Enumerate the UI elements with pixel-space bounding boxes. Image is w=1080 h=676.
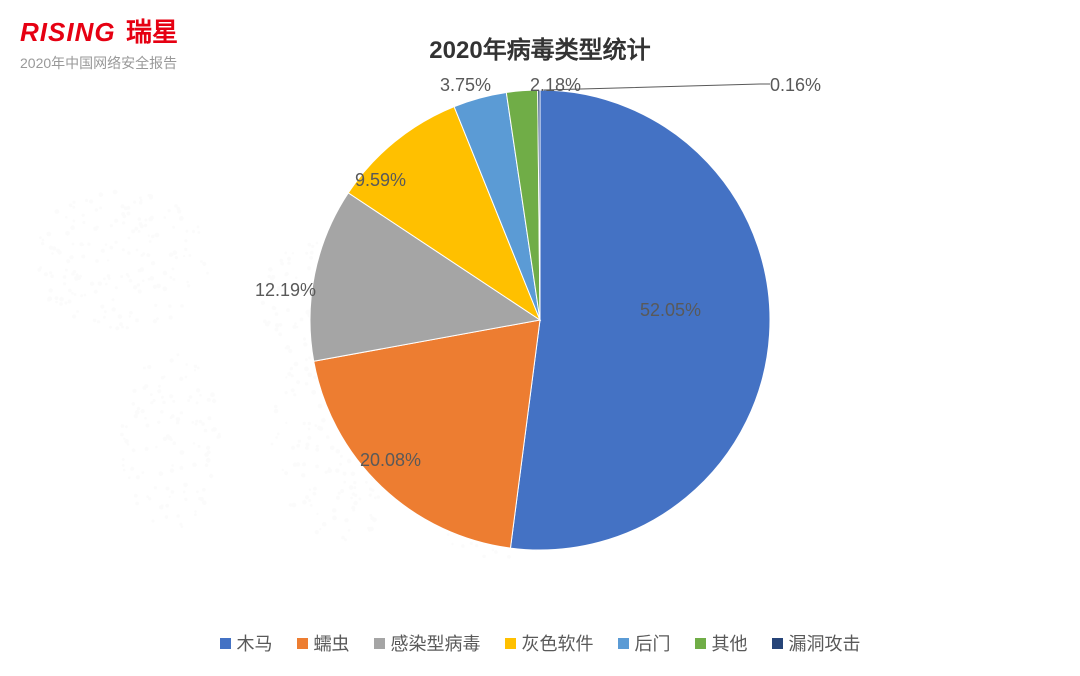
legend-swatch: [772, 638, 783, 649]
legend-label: 其他: [712, 630, 748, 656]
legend-item: 蠕虫: [297, 630, 350, 656]
pie-chart: [290, 70, 790, 570]
legend-item: 后门: [618, 630, 671, 656]
legend-swatch: [695, 638, 706, 649]
legend-swatch: [297, 638, 308, 649]
legend-swatch: [618, 638, 629, 649]
legend-label: 漏洞攻击: [789, 630, 861, 656]
legend-swatch: [220, 638, 231, 649]
legend-item: 漏洞攻击: [772, 630, 861, 656]
legend-label: 后门: [635, 630, 671, 656]
pie-slice: [510, 90, 770, 550]
legend-label: 感染型病毒: [391, 630, 481, 656]
legend-label: 蠕虫: [314, 630, 350, 656]
legend-item: 感染型病毒: [374, 630, 481, 656]
legend-item: 其他: [695, 630, 748, 656]
legend: 木马 蠕虫 感染型病毒 灰色软件 后门 其他 漏洞攻击: [0, 630, 1080, 656]
legend-item: 木马: [220, 630, 273, 656]
legend-item: 灰色软件: [505, 630, 594, 656]
chart-title: 2020年病毒类型统计: [0, 30, 1080, 65]
legend-label: 灰色软件: [522, 630, 594, 656]
legend-label: 木马: [237, 630, 273, 656]
legend-swatch: [374, 638, 385, 649]
legend-swatch: [505, 638, 516, 649]
